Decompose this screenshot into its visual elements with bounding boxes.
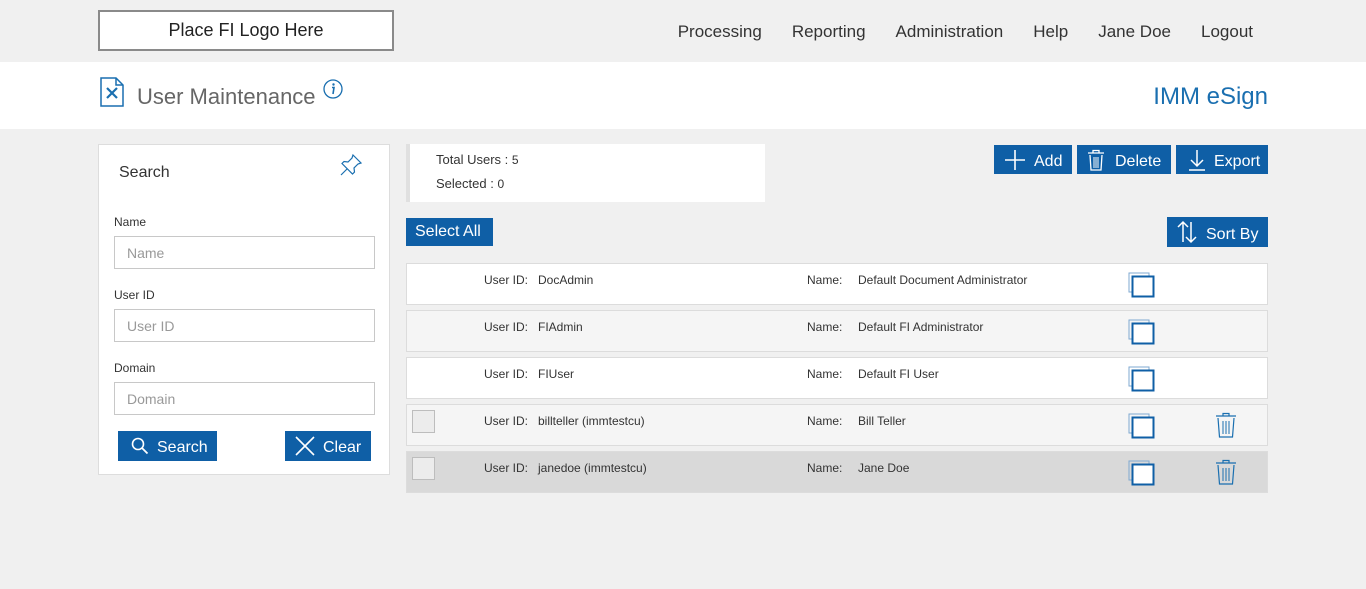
row-checkbox[interactable]	[412, 410, 435, 433]
search-panel-title: Search	[119, 164, 170, 181]
name-value: Default Document Administrator	[858, 273, 1028, 287]
user-id-label: User ID:	[484, 273, 529, 287]
search-panel: Search Name User ID Domain Search Clear	[98, 144, 390, 475]
trash-icon[interactable]	[1215, 412, 1237, 438]
select-all-label: Select All	[415, 223, 481, 240]
selected-users-value: 0	[497, 177, 505, 191]
user-id-value: FIAdmin	[538, 320, 583, 334]
nav-administration[interactable]: Administration	[895, 22, 1004, 41]
selected-users-label: Selected :	[436, 176, 494, 191]
name-label: Name	[114, 215, 147, 229]
download-arrow-icon	[1189, 149, 1205, 171]
nav-user-name[interactable]: Jane Doe	[1098, 22, 1171, 41]
name-label: Name:	[807, 414, 843, 428]
user-id-label: User ID:	[484, 414, 529, 428]
delete-button-label: Delete	[1115, 152, 1162, 170]
user-row[interactable]: User ID: FIUser Name: Default FI User	[406, 357, 1268, 399]
user-row[interactable]: User ID: FIAdmin Name: Default FI Administr…	[406, 310, 1268, 352]
sort-icon	[1177, 220, 1197, 244]
document-tools-icon	[100, 77, 124, 107]
name-value: Default FI Administrator	[858, 320, 984, 334]
delete-button[interactable]: Delete	[1077, 145, 1171, 174]
nav-reporting[interactable]: Reporting	[791, 22, 866, 41]
user-row[interactable]: User ID: janedoe (immtestcu) Name: Jane Doe	[406, 451, 1268, 493]
export-button[interactable]: Export	[1176, 145, 1268, 174]
user-id-value: billteller (immtestcu)	[538, 414, 645, 428]
nav-logout[interactable]: Logout	[1201, 22, 1253, 41]
user-id-label: User ID:	[484, 320, 529, 334]
name-input[interactable]	[114, 236, 375, 269]
domain-label: Domain	[114, 361, 156, 375]
copy-icon[interactable]	[1128, 272, 1156, 298]
select-all-button[interactable]: Select All	[406, 218, 493, 246]
name-label: Name:	[807, 461, 843, 475]
nav-processing[interactable]: Processing	[677, 22, 762, 41]
copy-icon[interactable]	[1128, 413, 1156, 439]
total-users: Total Users : 5	[436, 152, 519, 167]
app-name: IMM eSign	[1153, 83, 1268, 110]
copy-icon[interactable]	[1128, 366, 1156, 392]
search-button[interactable]: Search	[118, 431, 217, 461]
main-nav: Processing Reporting Administration Help…	[678, 22, 1253, 42]
export-button-label: Export	[1214, 152, 1261, 170]
name-value: Bill Teller	[858, 414, 906, 428]
info-icon[interactable]	[323, 79, 343, 99]
top-bar: Place FI Logo Here Processing Reporting …	[0, 0, 1366, 62]
search-icon	[131, 437, 149, 455]
add-button-label: Add	[1034, 152, 1063, 170]
user-id-value: FIUser	[538, 367, 574, 381]
selected-users: Selected : 0	[436, 176, 504, 191]
name-label: Name:	[807, 367, 843, 381]
clear-button-label: Clear	[323, 438, 362, 456]
total-users-value: 5	[511, 153, 519, 167]
close-icon	[295, 436, 315, 456]
user-row[interactable]: User ID: billteller (immtestcu) Name: Bill …	[406, 404, 1268, 446]
user-id-label: User ID:	[484, 367, 529, 381]
user-id-label: User ID:	[484, 461, 529, 475]
sort-by-label: Sort By	[1206, 225, 1259, 243]
row-checkbox[interactable]	[412, 457, 435, 480]
copy-icon[interactable]	[1128, 460, 1156, 486]
nav-help[interactable]: Help	[1033, 22, 1069, 41]
name-value: Default FI User	[858, 367, 939, 381]
user-id-input[interactable]	[114, 309, 375, 342]
clear-button[interactable]: Clear	[285, 431, 371, 461]
user-id-value: DocAdmin	[538, 273, 594, 287]
total-users-label: Total Users :	[436, 152, 509, 167]
name-label: Name:	[807, 273, 843, 287]
user-id-value: janedoe (immtestcu)	[538, 461, 647, 475]
domain-input[interactable]	[114, 382, 375, 415]
user-summary: Total Users : 5 Selected : 0	[406, 144, 765, 202]
pin-icon[interactable]	[339, 153, 363, 177]
sort-by-button[interactable]: Sort By	[1167, 217, 1268, 247]
page-title: User Maintenance	[137, 84, 316, 109]
user-row[interactable]: User ID: DocAdmin Name: Default Document Ad…	[406, 263, 1268, 305]
copy-icon[interactable]	[1128, 319, 1156, 345]
name-label: Name:	[807, 320, 843, 334]
plus-icon	[1005, 149, 1025, 170]
trash-icon	[1088, 149, 1104, 171]
title-bar: User Maintenance IMM eSign	[0, 62, 1366, 129]
trash-icon[interactable]	[1215, 459, 1237, 485]
name-value: Jane Doe	[858, 461, 910, 475]
search-button-label: Search	[157, 438, 208, 456]
add-button[interactable]: Add	[994, 145, 1072, 174]
user-id-label: User ID	[114, 288, 155, 302]
logo-placeholder: Place FI Logo Here	[98, 10, 394, 51]
